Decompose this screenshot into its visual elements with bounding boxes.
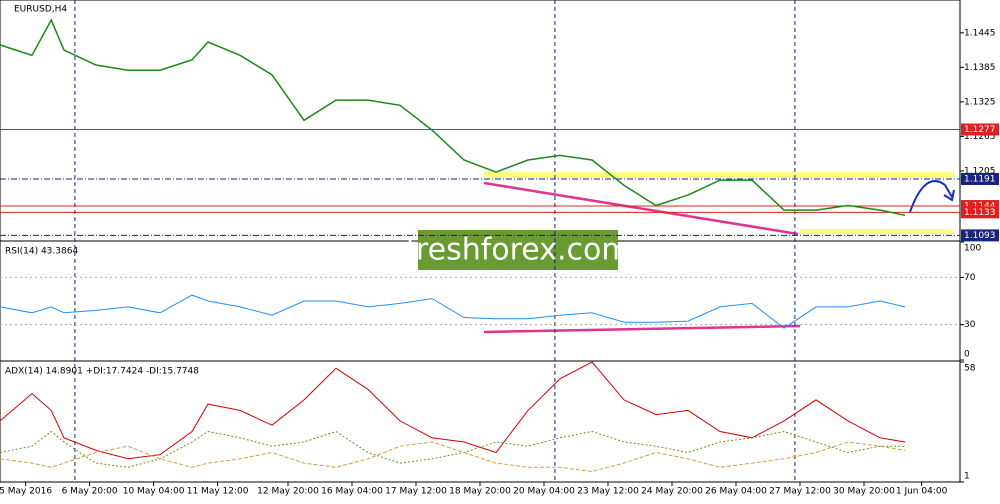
x-tick-label: 20 May 04:00 (513, 487, 575, 497)
x-tick-label: 6 May 20:00 (62, 487, 118, 497)
x-tick-label: 26 May 04:00 (705, 487, 767, 497)
y-tick-label: 1 (964, 472, 970, 482)
x-tick-label: 16 May 04:00 (321, 487, 383, 497)
y-tick-label: 58 (964, 364, 976, 374)
level-label-bg (961, 229, 999, 242)
y-tick-label: 1.1205 (964, 166, 996, 176)
support-zone (800, 229, 954, 234)
level-label: 1.1191 (964, 174, 996, 184)
level-label-bg (961, 206, 999, 219)
y-tick-label: 1.1385 (964, 63, 996, 73)
panel-title: ADX(14) 14.8901 +DI:17.7424 -DI:15.7748 (5, 367, 199, 377)
x-tick-label: 23 May 12:00 (577, 487, 639, 497)
y-tick-label: 100 (964, 244, 981, 254)
x-tick-label: 1 Jun 04:00 (896, 487, 948, 497)
x-tick-label: 30 May 20:00 (833, 487, 895, 497)
level-label: 1.1277 (964, 125, 996, 135)
series-line (0, 18, 906, 217)
rsi-trend-line (483, 324, 801, 334)
y-tick-label: 0 (964, 350, 970, 360)
y-tick-label: 30 (964, 320, 976, 330)
x-tick-label: 12 May 20:00 (257, 487, 319, 497)
x-tick-label: 27 May 12:00 (769, 487, 831, 497)
series-line (0, 441, 906, 473)
y-tick-label: 1.1265 (964, 132, 996, 142)
panel-title: RSI(14) 43.3864 (5, 247, 78, 257)
series-line (0, 430, 905, 468)
series-line (0, 294, 906, 329)
y-tick-label: 1.1325 (964, 97, 996, 107)
y-tick-label: 1.1445 (964, 28, 996, 38)
x-tick-label: 17 May 12:00 (385, 487, 447, 497)
panel-title: EURUSD,H4 (14, 5, 67, 15)
x-tick-label: 5 May 2016 (0, 487, 52, 497)
x-tick-label: 24 May 20:00 (641, 487, 703, 497)
x-tick-label: 11 May 12:00 (187, 487, 249, 497)
watermark: freshforex.com (405, 233, 630, 268)
x-tick-label: 18 May 20:00 (449, 487, 511, 497)
y-tick-label: 70 (964, 273, 976, 283)
forecast-arrow (909, 180, 953, 213)
resistance-zone (484, 172, 954, 178)
trend-line (483, 181, 799, 236)
level-label-bg (961, 123, 999, 136)
x-tick-label: 10 May 04:00 (123, 487, 185, 497)
level-label: 1.1093 (964, 231, 996, 241)
watermark-box (418, 230, 618, 270)
level-label-bg (961, 172, 999, 185)
level-label: 1.1133 (964, 208, 996, 218)
arrow-head (943, 189, 955, 202)
